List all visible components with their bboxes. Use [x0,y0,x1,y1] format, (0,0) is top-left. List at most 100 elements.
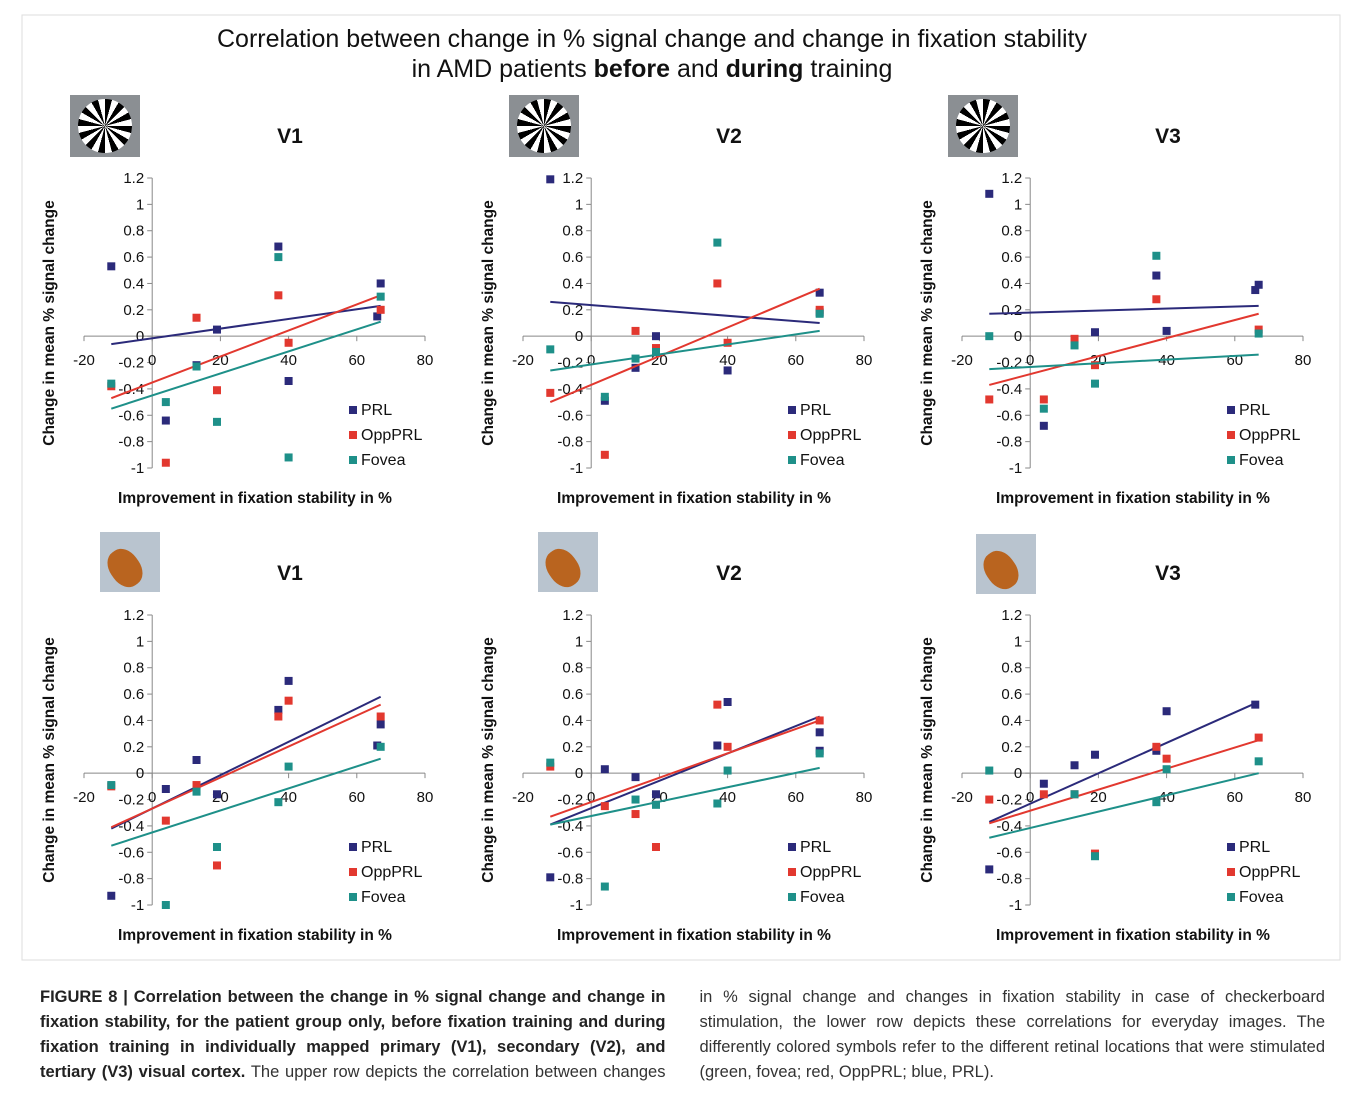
legend-marker [1227,406,1235,414]
y-tick-label: 0.4 [1001,712,1022,729]
y-tick-label: 0.4 [123,712,144,729]
y-tick-label: 0 [575,765,583,782]
point [1039,404,1048,413]
legend-marker [349,456,357,464]
y-tick-label: -0.8 [557,871,583,888]
x-tick-label: -20 [512,352,534,369]
point [161,901,170,909]
y-tick-label: 1.2 [1001,170,1022,187]
point [212,790,221,799]
y-tick-label: -0.6 [118,844,144,861]
point [546,388,555,397]
point [274,291,283,300]
y-tick-label: 0.4 [562,275,583,292]
legend-marker [788,431,796,439]
x-tick-label: 60 [787,352,804,369]
y-tick-label: 0.8 [1001,660,1022,677]
panel-title: V3 [1155,562,1181,585]
point [1152,742,1161,751]
figure-border [21,14,1341,961]
point [192,362,201,371]
legend-label: Fovea [361,889,406,906]
y-tick-label: -0.8 [557,434,583,451]
y-tick-label: 1 [136,196,144,213]
panel-title: V1 [277,125,303,148]
legend-label: PRL [800,402,831,419]
x-tick-label: 40 [280,789,297,806]
point [161,416,170,425]
y-tick-label: 0.2 [562,302,583,319]
y-tick-label: -0.2 [118,792,144,809]
y-tick-label: -0.6 [557,407,583,424]
caption-bold: FIGURE 8 | Correlation between the chang… [40,988,666,1081]
y-tick-label: 0.4 [123,275,144,292]
point [107,891,116,900]
point [985,795,994,804]
x-axis-label: Improvement in fixation stability in % [557,490,831,507]
point [192,756,201,764]
legend-marker [788,843,796,851]
trend-line [550,766,820,826]
point [376,292,385,301]
point [376,279,385,288]
panel-title: V2 [716,125,742,148]
point [1090,379,1099,388]
title-part: during [726,55,804,83]
point [192,781,201,790]
point [1152,251,1161,260]
legend-marker [788,456,796,464]
point [600,392,609,401]
y-tick-label: 0.2 [123,739,144,756]
y-tick-label: 0.8 [123,660,144,677]
y-tick-label: -0.2 [996,792,1022,809]
checkerboard-thumb [70,95,140,157]
point [713,741,722,750]
y-tick-label: 0 [1014,328,1022,345]
y-tick-label: 0.4 [1001,275,1022,292]
x-tick-label: 40 [719,352,736,369]
y-tick-label: 0.6 [1001,249,1022,266]
point [1254,280,1263,289]
title-part: in AMD patients [412,55,594,83]
point [284,696,293,705]
point [212,386,221,395]
y-tick-label: 0.2 [1001,302,1022,319]
y-tick-label: -0.6 [996,844,1022,861]
y-tick-label: -0.2 [557,792,583,809]
y-tick-label: 0 [1014,765,1022,782]
legend-marker [788,893,796,901]
y-tick-label: -1 [570,897,583,914]
trend-line [110,320,381,410]
y-tick-label: -1 [1009,897,1022,914]
y-axis-label: Change in mean % signal change [919,637,936,883]
point [107,262,116,271]
point [985,189,994,198]
point [274,705,283,714]
y-tick-label: 1 [136,633,144,650]
point [651,332,660,341]
trend-line [989,312,1259,386]
caption-text: The upper row depicts the correlation be… [250,988,1325,1081]
point [1254,757,1263,766]
y-tick-label: -0.8 [996,871,1022,888]
point [985,766,994,775]
legend-label: PRL [1239,402,1270,419]
x-tick-label: 0 [148,789,156,806]
point [161,398,170,407]
trend-line [110,703,382,829]
legend-marker [349,406,357,414]
trend-line [550,329,820,372]
y-tick-label: 1.2 [123,170,144,187]
y-axis-label: Change in mean % signal change [480,637,497,883]
point [1152,295,1161,304]
point [631,773,640,782]
point [815,288,824,297]
point [1254,733,1263,742]
legend-label: PRL [361,402,392,419]
trend-line [989,304,1259,315]
point [284,762,293,771]
x-tick-label: 60 [348,352,365,369]
trend-line [550,300,820,324]
y-tick-label: 1.2 [562,607,583,624]
x-axis-label: Improvement in fixation stability in % [118,490,392,507]
